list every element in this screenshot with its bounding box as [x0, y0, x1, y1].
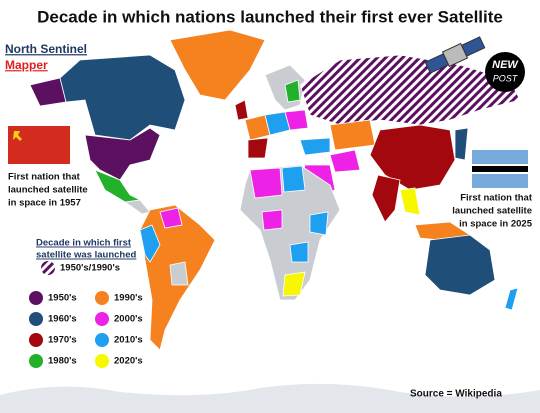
- legend-swatch: [41, 261, 55, 275]
- source: Source = Wikipedia: [410, 389, 502, 400]
- brand-name: North Sentinel: [5, 42, 87, 56]
- legend-title: Decade in which first: [36, 238, 132, 249]
- logo-badge: [485, 52, 525, 92]
- title: Decade in which nations launched their f…: [37, 7, 503, 26]
- annotation-line: First nation that: [8, 172, 81, 183]
- annotation-line: First nation that: [460, 193, 533, 204]
- legend-label: 2020's: [114, 356, 143, 367]
- legend-label: 1980's: [48, 356, 77, 367]
- satellite-icon: [424, 36, 486, 74]
- legend-label: 2000's: [114, 314, 143, 325]
- legend-swatch: [29, 333, 43, 347]
- annotation-line: in space in 1957: [8, 198, 81, 209]
- annotation-line: launched satellite: [8, 185, 88, 196]
- legend-swatch: [29, 354, 43, 368]
- legend-label: 1990's: [114, 293, 143, 304]
- botswana-flag: [472, 150, 528, 188]
- logo-text: POST: [493, 73, 519, 83]
- brand-name: Mapper: [5, 58, 48, 72]
- legend-swatch: [29, 291, 43, 305]
- ussr-flag: [8, 126, 70, 164]
- logo-text: NEW: [492, 59, 519, 71]
- legend-swatch: [29, 312, 43, 326]
- legend-label: 2010's: [114, 335, 143, 346]
- annotation: First nation that launched satellite in sp…: [452, 193, 533, 230]
- legend-label: 1950's/1990's: [60, 263, 120, 274]
- legend-title: satellite was launched: [36, 250, 137, 261]
- annotation: First nation that launched satellite in sp…: [8, 172, 88, 209]
- legend-label: 1950's: [48, 293, 77, 304]
- legend-label: 1970's: [48, 335, 77, 346]
- legend-swatch: [95, 291, 109, 305]
- legend-swatch: [95, 333, 109, 347]
- legend-label: 1960's: [48, 314, 77, 325]
- legend-swatch: [95, 312, 109, 326]
- annotation-line: in space in 2025: [459, 219, 533, 230]
- annotation-line: launched satellite: [452, 206, 532, 217]
- legend-swatch: [95, 354, 109, 368]
